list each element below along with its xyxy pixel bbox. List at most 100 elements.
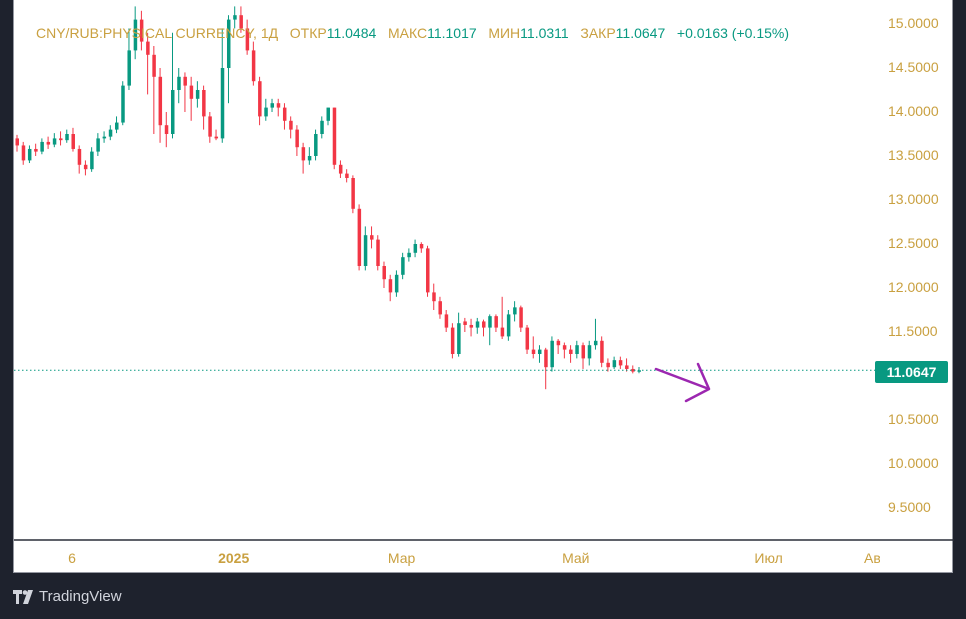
candle-body — [388, 279, 393, 293]
candle-body — [115, 122, 119, 130]
time-tick-label: Май — [562, 550, 590, 566]
candle-body — [438, 301, 442, 315]
candle-body — [77, 148, 82, 165]
candle-body — [96, 138, 100, 152]
change-value: +0.0163 (+0.15%) — [676, 25, 790, 41]
candle-body — [450, 327, 455, 354]
candle-body — [127, 50, 131, 86]
candle-body — [71, 134, 75, 149]
candle-body — [612, 360, 617, 368]
candlestick-chart[interactable] — [14, 0, 954, 573]
time-tick-label: Июл — [754, 550, 783, 566]
price-tick-label: 14.0000 — [888, 103, 939, 119]
candle-body — [444, 314, 449, 328]
candle-body — [108, 129, 113, 137]
candle-body — [52, 138, 57, 145]
candle-body — [426, 248, 430, 293]
open-value: 11.0484 — [326, 25, 377, 41]
candle-body — [363, 235, 368, 266]
candle-body — [569, 349, 573, 354]
high-label: МАКС — [387, 25, 428, 41]
candle-body — [550, 340, 554, 368]
price-tick-label: 9.5000 — [888, 499, 931, 515]
candle-body — [189, 85, 194, 99]
legend-header: CNY/RUB:PHYSICAL CURRENCY, 1Д ОТКР11.048… — [36, 25, 789, 41]
low-label: МИН — [488, 25, 521, 41]
candle-body — [562, 345, 567, 350]
candle-body — [289, 120, 293, 130]
price-tick-label: 15.0000 — [888, 15, 939, 31]
candle-body — [382, 266, 386, 280]
candle-body — [488, 316, 492, 328]
tradingview-logo[interactable]: TradingView — [13, 588, 122, 605]
candle-body — [21, 145, 26, 161]
candle-body — [401, 257, 405, 275]
candle-body — [164, 125, 169, 134]
candle-body — [631, 368, 635, 372]
candle-body — [482, 321, 486, 328]
time-tick-label: 2025 — [218, 550, 250, 566]
candle-body — [264, 107, 268, 117]
candle-body — [83, 164, 88, 170]
candle-body — [276, 103, 281, 108]
price-tick-label: 10.0000 — [888, 455, 939, 471]
candle-body — [625, 365, 629, 369]
candle-body — [295, 129, 299, 148]
candle-body — [407, 252, 411, 258]
candle-body — [463, 321, 467, 325]
candle-body — [301, 147, 306, 161]
candle-body — [575, 345, 579, 354]
candle-body — [332, 107, 337, 165]
candle-body — [394, 274, 399, 293]
candle-body — [469, 324, 474, 328]
candle-body — [282, 107, 287, 121]
candle-body — [432, 292, 436, 302]
candle-body — [245, 28, 250, 51]
candle-body — [59, 138, 63, 141]
time-tick-label: Ав — [864, 550, 880, 566]
candle-body — [307, 156, 312, 161]
time-tick-label: 6 — [68, 550, 76, 566]
candle-body — [183, 76, 187, 86]
candle-body — [345, 173, 349, 178]
candle-body — [376, 239, 380, 266]
chart-panel[interactable]: CNY/RUB:PHYSICAL CURRENCY, 1Д ОТКР11.048… — [13, 0, 954, 573]
candle-body — [220, 68, 225, 139]
current-price-badge: 11.0647 — [875, 361, 948, 383]
candle-body — [233, 15, 237, 20]
time-tick-label: Мар — [387, 550, 416, 566]
candle-body — [338, 164, 343, 174]
candle-body — [15, 138, 19, 146]
close-label: ЗАКР — [580, 25, 616, 41]
price-tick-label: 13.5000 — [888, 147, 939, 163]
candle-body — [270, 103, 275, 108]
candle-body — [27, 148, 32, 161]
candle-body — [544, 349, 548, 368]
candle-body — [600, 340, 604, 363]
candle-body — [500, 327, 505, 337]
price-tick-label: 11.5000 — [888, 323, 938, 339]
candle-body — [195, 90, 200, 99]
candle-body — [177, 76, 181, 90]
open-label: ОТКР — [289, 25, 327, 41]
candle-body — [475, 321, 480, 328]
candle-body — [357, 208, 362, 266]
candle-body — [351, 178, 355, 209]
candle-body — [370, 235, 374, 240]
candle-body — [525, 327, 530, 350]
candle-body — [326, 107, 330, 121]
candle-body — [46, 141, 51, 145]
candle-body — [606, 362, 610, 368]
low-value: 11.0311 — [520, 25, 569, 41]
candle-body — [65, 134, 69, 141]
tradingview-label: TradingView — [39, 588, 122, 605]
candle-body — [314, 134, 318, 156]
candle-body — [519, 307, 523, 328]
candle-body — [618, 360, 623, 366]
candle-body — [251, 50, 256, 82]
price-tick-label: 12.5000 — [888, 235, 939, 251]
candle-body — [506, 314, 511, 337]
candle-body — [513, 307, 517, 315]
candle-body — [226, 19, 231, 69]
candle-body — [34, 148, 38, 152]
